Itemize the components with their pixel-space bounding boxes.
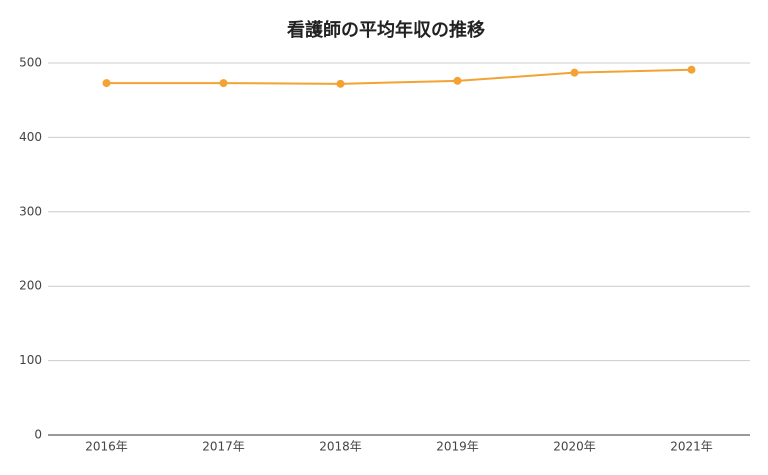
point: [687, 65, 696, 74]
x-tick-label: 2016年: [85, 440, 128, 454]
point: [570, 68, 579, 77]
point: [219, 79, 228, 88]
point: [336, 79, 345, 88]
x-tick-label: 2020年: [553, 440, 596, 454]
point: [102, 79, 111, 88]
y-tick-label: 400: [19, 130, 42, 144]
line: [106, 68, 692, 85]
y-tick-label: 300: [19, 204, 42, 218]
point: [453, 76, 462, 85]
chart-title: 看護師の平均年収の推移: [286, 19, 485, 41]
y-tick-label: 200: [19, 279, 42, 293]
y-tick-label: 0: [34, 428, 42, 442]
y-tick-label: 500: [19, 56, 42, 70]
x-tick-label: 2018年: [319, 440, 362, 454]
y-tick-label: 100: [19, 353, 42, 367]
x-tick-label: 2019年: [436, 440, 479, 454]
x-tick-label: 2021年: [670, 440, 713, 454]
x-tick-label: 2017年: [202, 440, 245, 454]
